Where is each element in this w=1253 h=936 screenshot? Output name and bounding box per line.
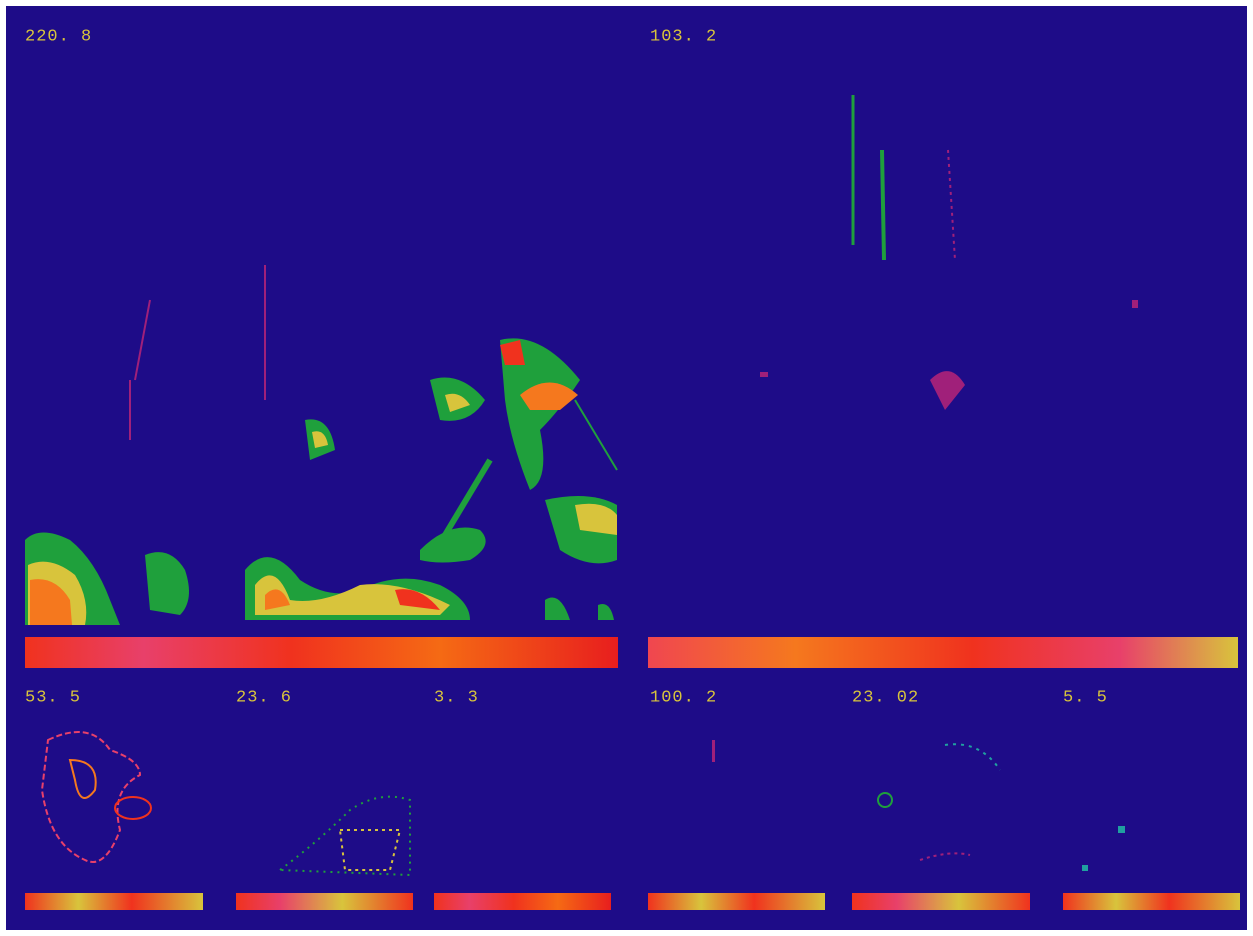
panel-label: 220. 8 <box>25 27 92 46</box>
panel-label: 53. 5 <box>25 688 81 707</box>
color-bar <box>434 893 611 910</box>
color-bar <box>648 893 825 910</box>
color-bar <box>236 893 413 910</box>
panel-label: 100. 2 <box>650 688 717 707</box>
color-bar <box>648 637 1238 668</box>
screen: 220. 8 103. 2 53. 5 23. 6 3. 3 100. 2 23… <box>0 0 1253 936</box>
panel-label: 3. 3 <box>434 688 479 707</box>
color-bar <box>25 893 203 910</box>
panel-label: 23. 02 <box>852 688 919 707</box>
color-bar <box>1063 893 1240 910</box>
color-bar <box>25 637 618 668</box>
background <box>6 6 1247 930</box>
panel-label: 103. 2 <box>650 27 717 46</box>
color-bar <box>852 893 1030 910</box>
panel-label: 5. 5 <box>1063 688 1108 707</box>
panel-label: 23. 6 <box>236 688 292 707</box>
page: 220. 8 103. 2 53. 5 23. 6 3. 3 100. 2 23… <box>0 0 1253 936</box>
